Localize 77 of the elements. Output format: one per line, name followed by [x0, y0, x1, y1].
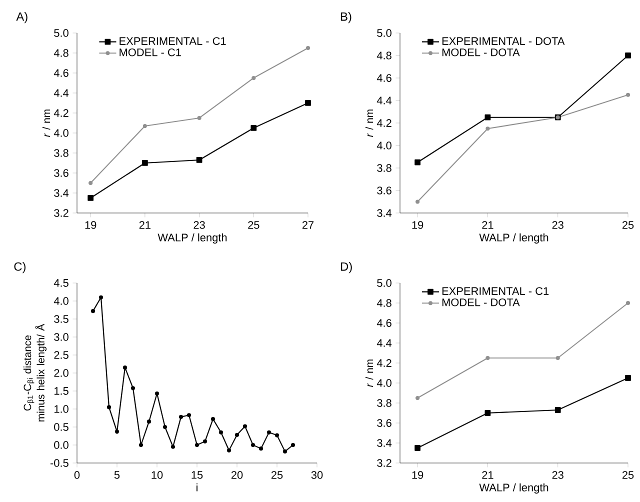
- x-tick-label: 20: [231, 471, 243, 479]
- legend-label: MODEL - DOTA: [442, 48, 520, 56]
- y-tick-label: 4.0: [54, 129, 68, 137]
- y-tick-label: 3.6: [54, 169, 68, 177]
- x-tick-label: 5: [114, 471, 120, 479]
- legend-label: MODEL - DOTA: [442, 298, 520, 306]
- x-tick-label: 19: [85, 221, 96, 229]
- y-tick-label: 3.6: [377, 419, 392, 427]
- x-tick-label: 30: [311, 471, 323, 479]
- y-tick-label: 3.4: [377, 209, 392, 217]
- y-tick-label: 4.6: [376, 74, 392, 82]
- x-axis-title: WALP / length: [479, 233, 548, 244]
- x-tick-label: 21: [482, 221, 494, 229]
- x-tick-label: 27: [302, 221, 314, 229]
- y-tick-label: 1.5: [54, 387, 68, 395]
- y-tick-label: 4.6: [376, 319, 392, 327]
- x-tick-label: 25: [622, 471, 634, 479]
- y-tick-label: 0.5: [54, 423, 68, 431]
- y-tick-label: 4.5: [54, 279, 68, 287]
- y-tick-label: 3.5: [54, 315, 68, 323]
- y-tick-label: 5.0: [54, 29, 68, 37]
- y-tick-label: 4.2: [54, 109, 68, 117]
- x-tick-label: 25: [271, 471, 283, 479]
- chart-title: B): [341, 12, 352, 24]
- chart-title: C): [14, 262, 26, 274]
- legend-label: EXPERIMENTAL - DOTA: [442, 37, 565, 45]
- y-tick-label: 4.4: [376, 96, 392, 104]
- y-tick-label: 2.5: [54, 351, 68, 359]
- y-tick-label: 4.6: [54, 69, 68, 77]
- x-tick-label: 0: [74, 471, 80, 479]
- x-tick-label: 23: [552, 221, 564, 229]
- x-tick-label: 19: [412, 471, 424, 479]
- legend-label: MODEL - C1: [120, 48, 181, 56]
- y-tick-label: 3.8: [377, 164, 392, 172]
- y-tick-label: 4.8: [376, 52, 392, 60]
- x-tick-label: 15: [192, 471, 203, 479]
- y-tick-label: 1.0: [54, 405, 68, 413]
- x-tick-label: 23: [194, 221, 205, 229]
- y-tick-label: 3.2: [54, 209, 68, 217]
- y-tick-label: 3.2: [377, 459, 392, 467]
- y-tick-label: 5.0: [377, 29, 392, 37]
- y-tick-label: 5.0: [377, 279, 392, 287]
- y-tick-label: -0.5: [50, 459, 68, 467]
- legend-label: EXPERIMENTAL - C1: [120, 37, 226, 45]
- x-axis-title: i: [196, 483, 198, 492]
- y-tick-label: 4.8: [54, 49, 68, 57]
- y-tick-label: 4.8: [376, 299, 392, 307]
- x-axis-title: WALP / length: [479, 483, 548, 494]
- y-axis-title: r / nm: [42, 110, 50, 137]
- x-tick-label: 23: [552, 471, 564, 479]
- chart-title: A): [16, 12, 28, 24]
- y-tick-label: 4.0: [54, 297, 68, 305]
- x-tick-label: 19: [412, 221, 424, 229]
- y-tick-label: 4.0: [376, 142, 392, 150]
- y-tick-label: 3.6: [377, 186, 392, 194]
- y-tick-label: 4.4: [376, 339, 392, 347]
- y-tick-label: 3.8: [377, 399, 392, 407]
- x-tick-label: 25: [622, 221, 634, 229]
- x-tick-label: 21: [482, 471, 494, 479]
- x-axis-title: WALP / length: [158, 233, 227, 244]
- y-tick-label: 4.4: [54, 89, 69, 97]
- y-tick-label: 4.0: [376, 379, 392, 387]
- y-tick-label: 3.8: [54, 149, 68, 157]
- y-tick-label: 4.2: [376, 119, 392, 127]
- y-tick-label: 2.0: [54, 369, 68, 377]
- y-tick-label: 0.0: [54, 441, 68, 449]
- chart-title: D): [341, 262, 352, 274]
- x-tick-label: 25: [248, 221, 260, 229]
- y-axis-title: r / nm: [365, 360, 374, 387]
- x-tick-label: 10: [152, 471, 163, 479]
- y-tick-label: 3.4: [54, 189, 69, 197]
- y-tick-label: 3.4: [377, 439, 392, 447]
- x-tick-label: 21: [139, 221, 151, 229]
- legend-label: EXPERIMENTAL - C1: [442, 287, 549, 295]
- y-tick-label: 3.0: [54, 333, 68, 341]
- y-tick-label: 4.2: [376, 359, 392, 367]
- y-axis-title: r / nm: [365, 110, 374, 137]
